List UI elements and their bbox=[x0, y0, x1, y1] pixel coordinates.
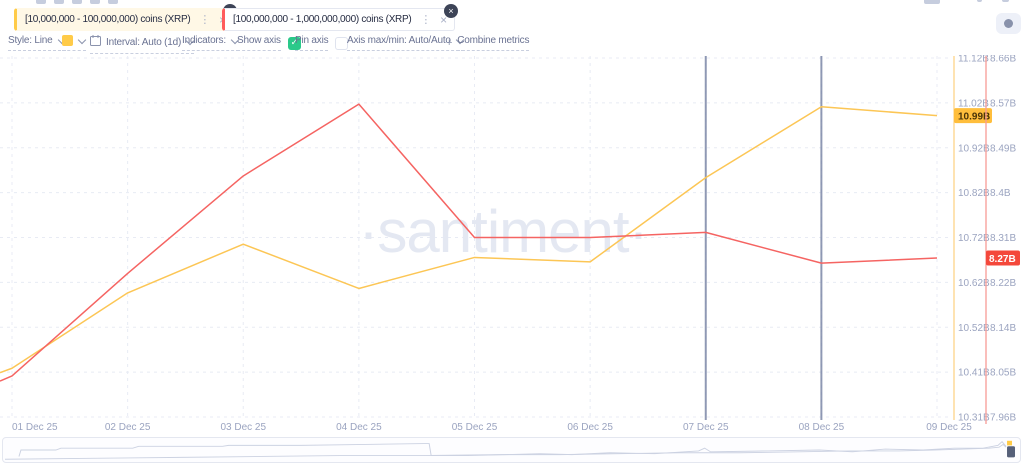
clipped-icon bbox=[36, 0, 46, 4]
minimap-canvas[interactable] bbox=[3, 438, 1020, 462]
pin-axis-control[interactable]: Pin axis bbox=[295, 35, 349, 51]
combine-metrics-label: Combine metrics bbox=[457, 35, 530, 46]
indicators-label: Indicators: bbox=[182, 35, 226, 46]
clipped-toolbar-icons bbox=[36, 0, 118, 4]
style-dropdown[interactable]: Style: Line bbox=[8, 35, 66, 51]
y-axis-tick-label: 8.14B bbox=[990, 323, 1016, 334]
clipped-icon bbox=[924, 0, 940, 4]
show-axis-label: Show axis bbox=[237, 35, 281, 46]
calendar-icon bbox=[90, 35, 101, 49]
clipped-icon bbox=[72, 0, 82, 4]
chart-settings-button[interactable] bbox=[996, 13, 1021, 34]
series-line-1 bbox=[0, 106, 938, 374]
time-range-minimap[interactable] bbox=[2, 437, 1021, 463]
pin-axis-checkbox[interactable] bbox=[335, 36, 349, 50]
interval-dropdown[interactable]: Interval: Auto (1d) bbox=[90, 35, 195, 54]
svg-text:10.99B: 10.99B bbox=[958, 112, 990, 123]
metric-menu-icon[interactable]: ⋮ bbox=[199, 13, 211, 26]
last-value-badge-2: 8.27B bbox=[986, 250, 1020, 266]
x-axis-tick-label: 06 Dec 25 bbox=[567, 422, 613, 433]
x-axis-tick-label: 08 Dec 25 bbox=[799, 422, 845, 433]
metric-tab-2[interactable]: [100,000,000 - 1,000,000,000) coins (XRP… bbox=[222, 4, 458, 31]
chart-toolbar: Style: Line Interval: Auto (1d) Indicato… bbox=[0, 35, 1024, 54]
y-axis-tick-label: 8.49B bbox=[990, 143, 1016, 154]
interval-label: Interval: Auto (1d) bbox=[106, 36, 182, 48]
metric-tab-1-label: [10,000,000 - 100,000,000) coins (XRP) bbox=[25, 14, 191, 25]
axis-maxmin-dropdown[interactable]: Axis max/min: Auto/Auto bbox=[347, 35, 465, 51]
y-axis-tick-label: 10.41B bbox=[958, 368, 990, 379]
chart-canvas[interactable]: ·santiment· 11.12B 11.02B 10.92B 10.82B 10.72… bbox=[0, 54, 1024, 433]
clipped-icon bbox=[90, 0, 100, 4]
y-axis-tick-label: 10.92B bbox=[958, 143, 990, 154]
y-axis-tick-label: 10.31B bbox=[958, 413, 990, 424]
x-axis-tick-label: 09 Dec 25 bbox=[926, 422, 972, 433]
metric-tab-2-label: [100,000,000 - 1,000,000,000) coins (XRP… bbox=[233, 14, 412, 25]
minimap-sparkline-1 bbox=[18, 441, 1007, 457]
chart-plot-area[interactable]: ·santiment· 11.12B 11.02B 10.92B 10.82B 10.72… bbox=[0, 54, 1024, 433]
color-dropdown[interactable] bbox=[62, 35, 87, 51]
y-axis-tick-label: 8.31B bbox=[990, 233, 1016, 244]
style-label: Style: Line bbox=[8, 35, 53, 46]
dot-icon bbox=[1004, 19, 1013, 28]
metric-menu-icon[interactable]: ⋮ bbox=[420, 13, 432, 26]
plus-icon: + bbox=[446, 37, 453, 49]
x-axis-tick-label: 03 Dec 25 bbox=[220, 422, 266, 433]
indicators-dropdown[interactable]: Indicators: bbox=[182, 35, 240, 51]
show-axis-checkbox[interactable]: ✓ bbox=[287, 36, 301, 50]
clipped-icon bbox=[1002, 0, 1009, 2]
y-axis-tick-label: 10.52B bbox=[958, 323, 990, 334]
combine-metrics-button[interactable]: + Combine metrics bbox=[446, 35, 529, 51]
metric-tab-1[interactable]: [10,000,000 - 100,000,000) coins (XRP) ⋮… bbox=[14, 4, 237, 31]
y-axis-tick-label: 8.22B bbox=[990, 278, 1016, 289]
santiment-watermark: ·santiment· bbox=[358, 198, 647, 265]
x-axis-tick-label: 02 Dec 25 bbox=[105, 422, 151, 433]
style-color-swatch[interactable] bbox=[62, 35, 73, 46]
x-axis-tick-label: 05 Dec 25 bbox=[452, 422, 498, 433]
metric-remove-button[interactable]: × bbox=[443, 4, 458, 18]
series-line-2 bbox=[0, 103, 938, 382]
x-axis-tick-label: 07 Dec 25 bbox=[683, 422, 729, 433]
y-axis-tick-label: 8.66B bbox=[990, 55, 1016, 65]
clipped-icon bbox=[108, 0, 118, 4]
clipped-icon bbox=[977, 0, 982, 2]
show-axis-control[interactable]: Show axis ✓ bbox=[237, 35, 301, 51]
svg-text:8.27B: 8.27B bbox=[989, 254, 1016, 265]
minimap-range-handle[interactable] bbox=[1007, 446, 1016, 458]
clipped-icon bbox=[54, 0, 64, 4]
minimap-sparkline-2 bbox=[4, 443, 1007, 460]
chevron-down-icon bbox=[77, 35, 87, 44]
y-axis-tick-label: 10.62B bbox=[958, 278, 990, 289]
y-axis-tick-label: 8.57B bbox=[990, 98, 1016, 109]
x-axis-tick-label: 01 Dec 25 bbox=[12, 422, 58, 433]
metric-close-icon[interactable]: × bbox=[440, 12, 447, 27]
y-axis-tick-label: 11.02B bbox=[958, 98, 989, 109]
last-value-badge-1: 10.99B bbox=[954, 108, 992, 124]
y-axis-tick-label: 10.72B bbox=[958, 233, 990, 244]
y-axis-tick-label: 8.4B bbox=[990, 188, 1011, 199]
minimap-yellow-tick bbox=[1007, 440, 1013, 446]
pin-axis-label: Pin axis bbox=[295, 35, 329, 46]
y-axis-tick-label: 11.12B bbox=[958, 55, 989, 65]
y-axis-tick-label: 10.82B bbox=[958, 188, 990, 199]
x-axis-tick-label: 04 Dec 25 bbox=[336, 422, 382, 433]
y-axis-tick-label: 8.05B bbox=[990, 368, 1016, 379]
axis-maxmin-label: Axis max/min: Auto/Auto bbox=[347, 35, 451, 46]
y-axis-tick-label: 7.96B bbox=[990, 413, 1016, 424]
